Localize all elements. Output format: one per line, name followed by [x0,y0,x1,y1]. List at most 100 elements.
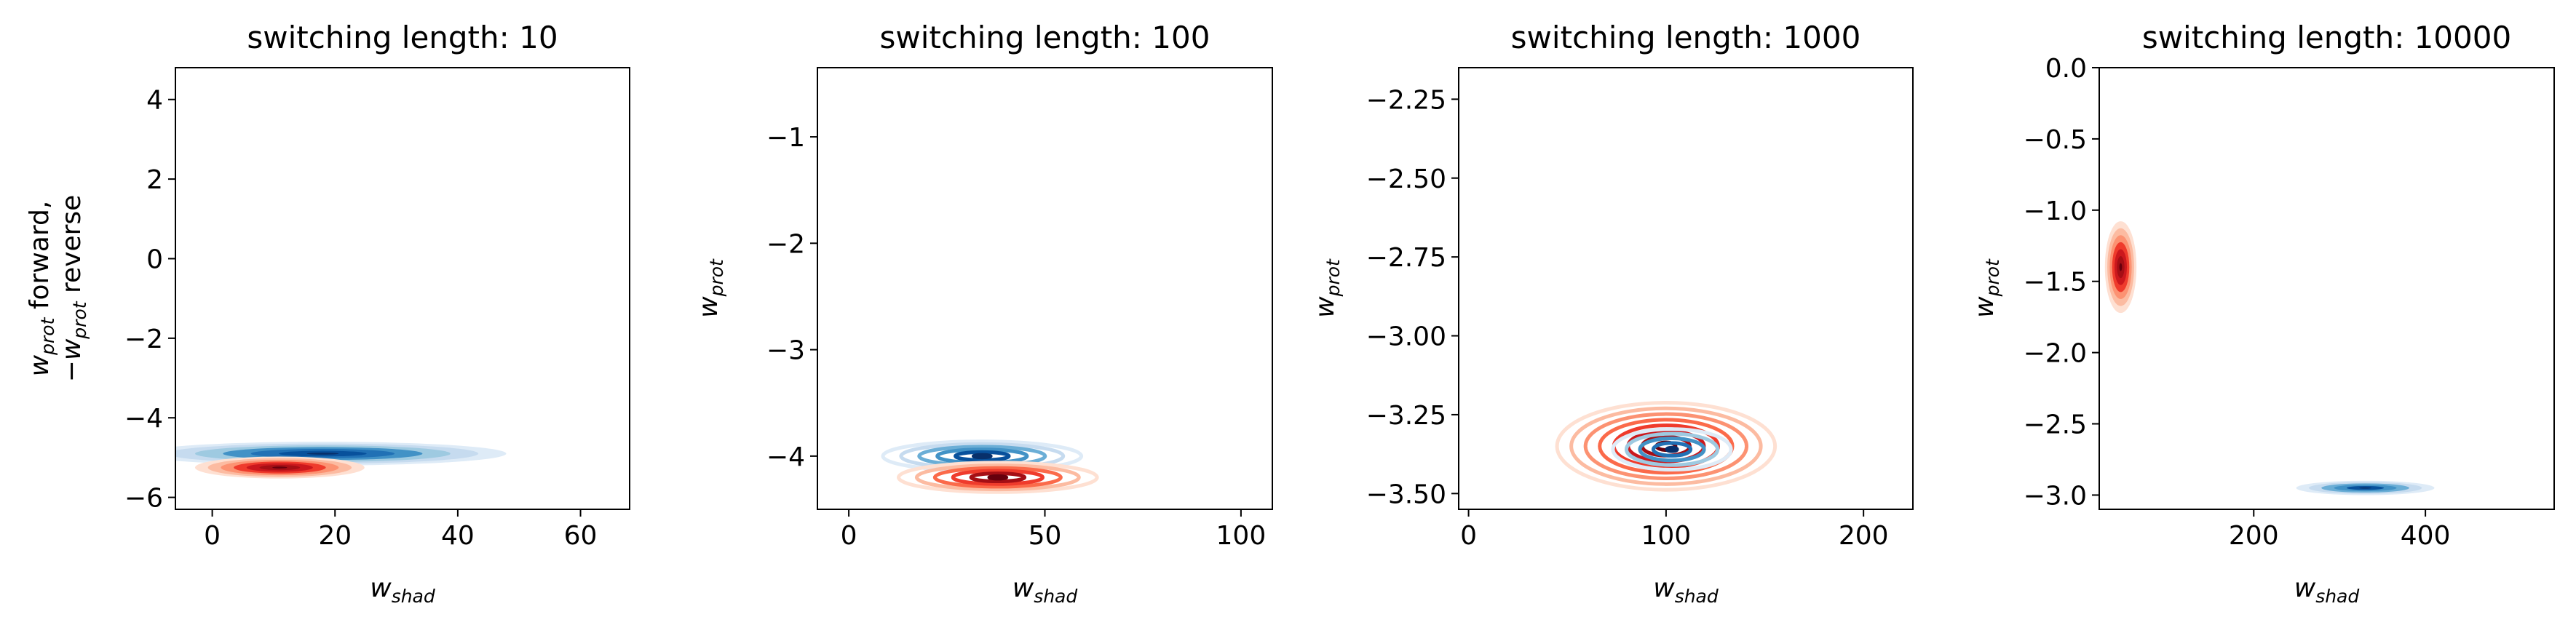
contour-level-3 [1583,412,1749,481]
y-axis-label-text: wprot [694,258,727,318]
y-label-subscript: prot [37,317,58,355]
x-tick-label: 200 [1839,521,1889,551]
contour-level-4 [951,469,1045,486]
y-tick-label: −2.0 [2024,339,2087,369]
y-tick-label: −2.50 [1366,164,1446,194]
y-axis-label: wprot [694,258,727,318]
x-tick-label: 40 [441,521,475,551]
y-tick-label: 2 [146,165,163,195]
x-tick-label: 0 [1460,521,1477,551]
contour-level-2 [914,463,1081,492]
axes-frame [2099,67,2555,510]
y-tick-label: −2 [124,325,163,354]
y-axis-label-text: wprot [1310,258,1344,318]
y-tick-label: 4 [146,86,163,116]
chart-title: switching length: 1000 [1511,20,1861,55]
density-contours [2104,221,2435,495]
y-tick-label: −3.0 [2024,481,2087,511]
y-label-subscript: prot [69,300,90,339]
y-label-base: −w [57,338,87,382]
x-tick-label: 0 [841,521,857,551]
y-tick-label: −0.5 [2024,125,2087,155]
x-axis-label: wshad [1653,573,1719,607]
contour-level-6 [971,453,993,460]
y-label-subscript: prot [1982,258,2003,297]
x-tick-label: 0 [204,521,221,551]
contour-level-1 [897,461,1099,494]
y-label-text: reverse [57,195,87,302]
y-tick-label: −2.25 [1366,85,1446,115]
y-tick-label: −3.25 [1366,401,1446,431]
y-label-subscript: prot [1323,258,1344,297]
x-axis-label-subscript: shad [1675,586,1719,607]
y-axis-label-line-2: −wprot reverse [57,195,90,383]
x-tick-label: 200 [2229,521,2279,551]
y-tick-label: 0 [146,244,163,274]
y-tick-label: −4 [766,442,805,472]
contour-level-7 [272,466,288,469]
contour-level-6 [987,474,1009,481]
axes-frame [175,67,630,510]
y-tick-label: −6 [124,484,163,514]
contour-level-7 [306,453,339,455]
x-axis-label: wshad [2294,573,2360,607]
x-tick-label: 20 [318,521,352,551]
y-label-text: forward, [25,201,55,318]
contour-level-3 [1638,436,1706,463]
y-label-base: w [694,296,724,318]
contour-level-3 [932,466,1063,489]
y-tick-label: −2 [766,229,805,259]
x-axis-label-base: w [1012,573,1034,603]
y-tick-label: 0.0 [2045,54,2087,84]
chart-title: switching length: 10 [247,20,558,55]
y-tick-label: −2.75 [1366,243,1446,273]
x-axis-label-base: w [370,573,392,603]
x-tick-label: 50 [1029,521,1062,551]
x-axis-label-subscript: shad [2315,586,2359,607]
contour-level-5 [1665,445,1679,453]
x-axis-label-base: w [2294,573,2316,603]
contour-series-blues [1611,427,1733,472]
axes-frame [1458,67,1914,510]
x-axis-label-subscript: shad [1034,586,1077,607]
y-tick-label: −1 [766,123,805,153]
contour-level-7 [2119,263,2123,271]
y-axis-label: wprot [1310,258,1344,318]
x-tick-label: 400 [2401,521,2451,551]
y-axis-label: wprot forward,−wprot reverse [25,195,90,383]
y-label-base: w [25,354,55,376]
contour-series-blues [2296,480,2435,495]
y-tick-label: −2.5 [2024,410,2087,440]
x-tick-label: 100 [1641,521,1692,551]
contour-series-reds [2104,221,2137,314]
y-axis-label-text: wprot [1970,258,2003,318]
y-tick-label: −3 [766,336,805,366]
chart-title: switching length: 100 [880,20,1210,55]
y-label-subscript: prot [706,258,727,297]
y-axis-label-line-1: wprot forward, [25,201,58,377]
x-tick-label: 60 [564,521,598,551]
contour-series-reds [194,456,365,479]
x-axis-label: wshad [370,573,435,607]
x-tick-label: 100 [1216,521,1267,551]
y-tick-label: −1.5 [2024,268,2087,298]
y-tick-label: −3.00 [1366,322,1446,352]
density-contours [1555,400,1778,492]
y-label-base: w [1970,296,2000,318]
contour-level-1 [1611,427,1733,472]
contour-level-5 [954,450,1011,462]
contour-level-4 [1598,418,1735,475]
contour-level-6 [2359,487,2371,489]
subplot-4: 200 400 −3.0 −2.5 −2.0 −1.5 −1.0 −0.5 0.0 switchi… [1970,20,2555,607]
subplot-3: 0 100 200 −3.50 −3.25 −3.00 −2.75 −2.50 −2.25 swi… [1310,20,1914,607]
x-axis-label-subscript: shad [392,586,435,607]
y-axis-label: wprot [1970,258,2003,318]
chart-title: switching length: 10000 [2142,20,2511,55]
x-axis-label: wshad [1012,573,1078,607]
density-contours [175,442,507,479]
